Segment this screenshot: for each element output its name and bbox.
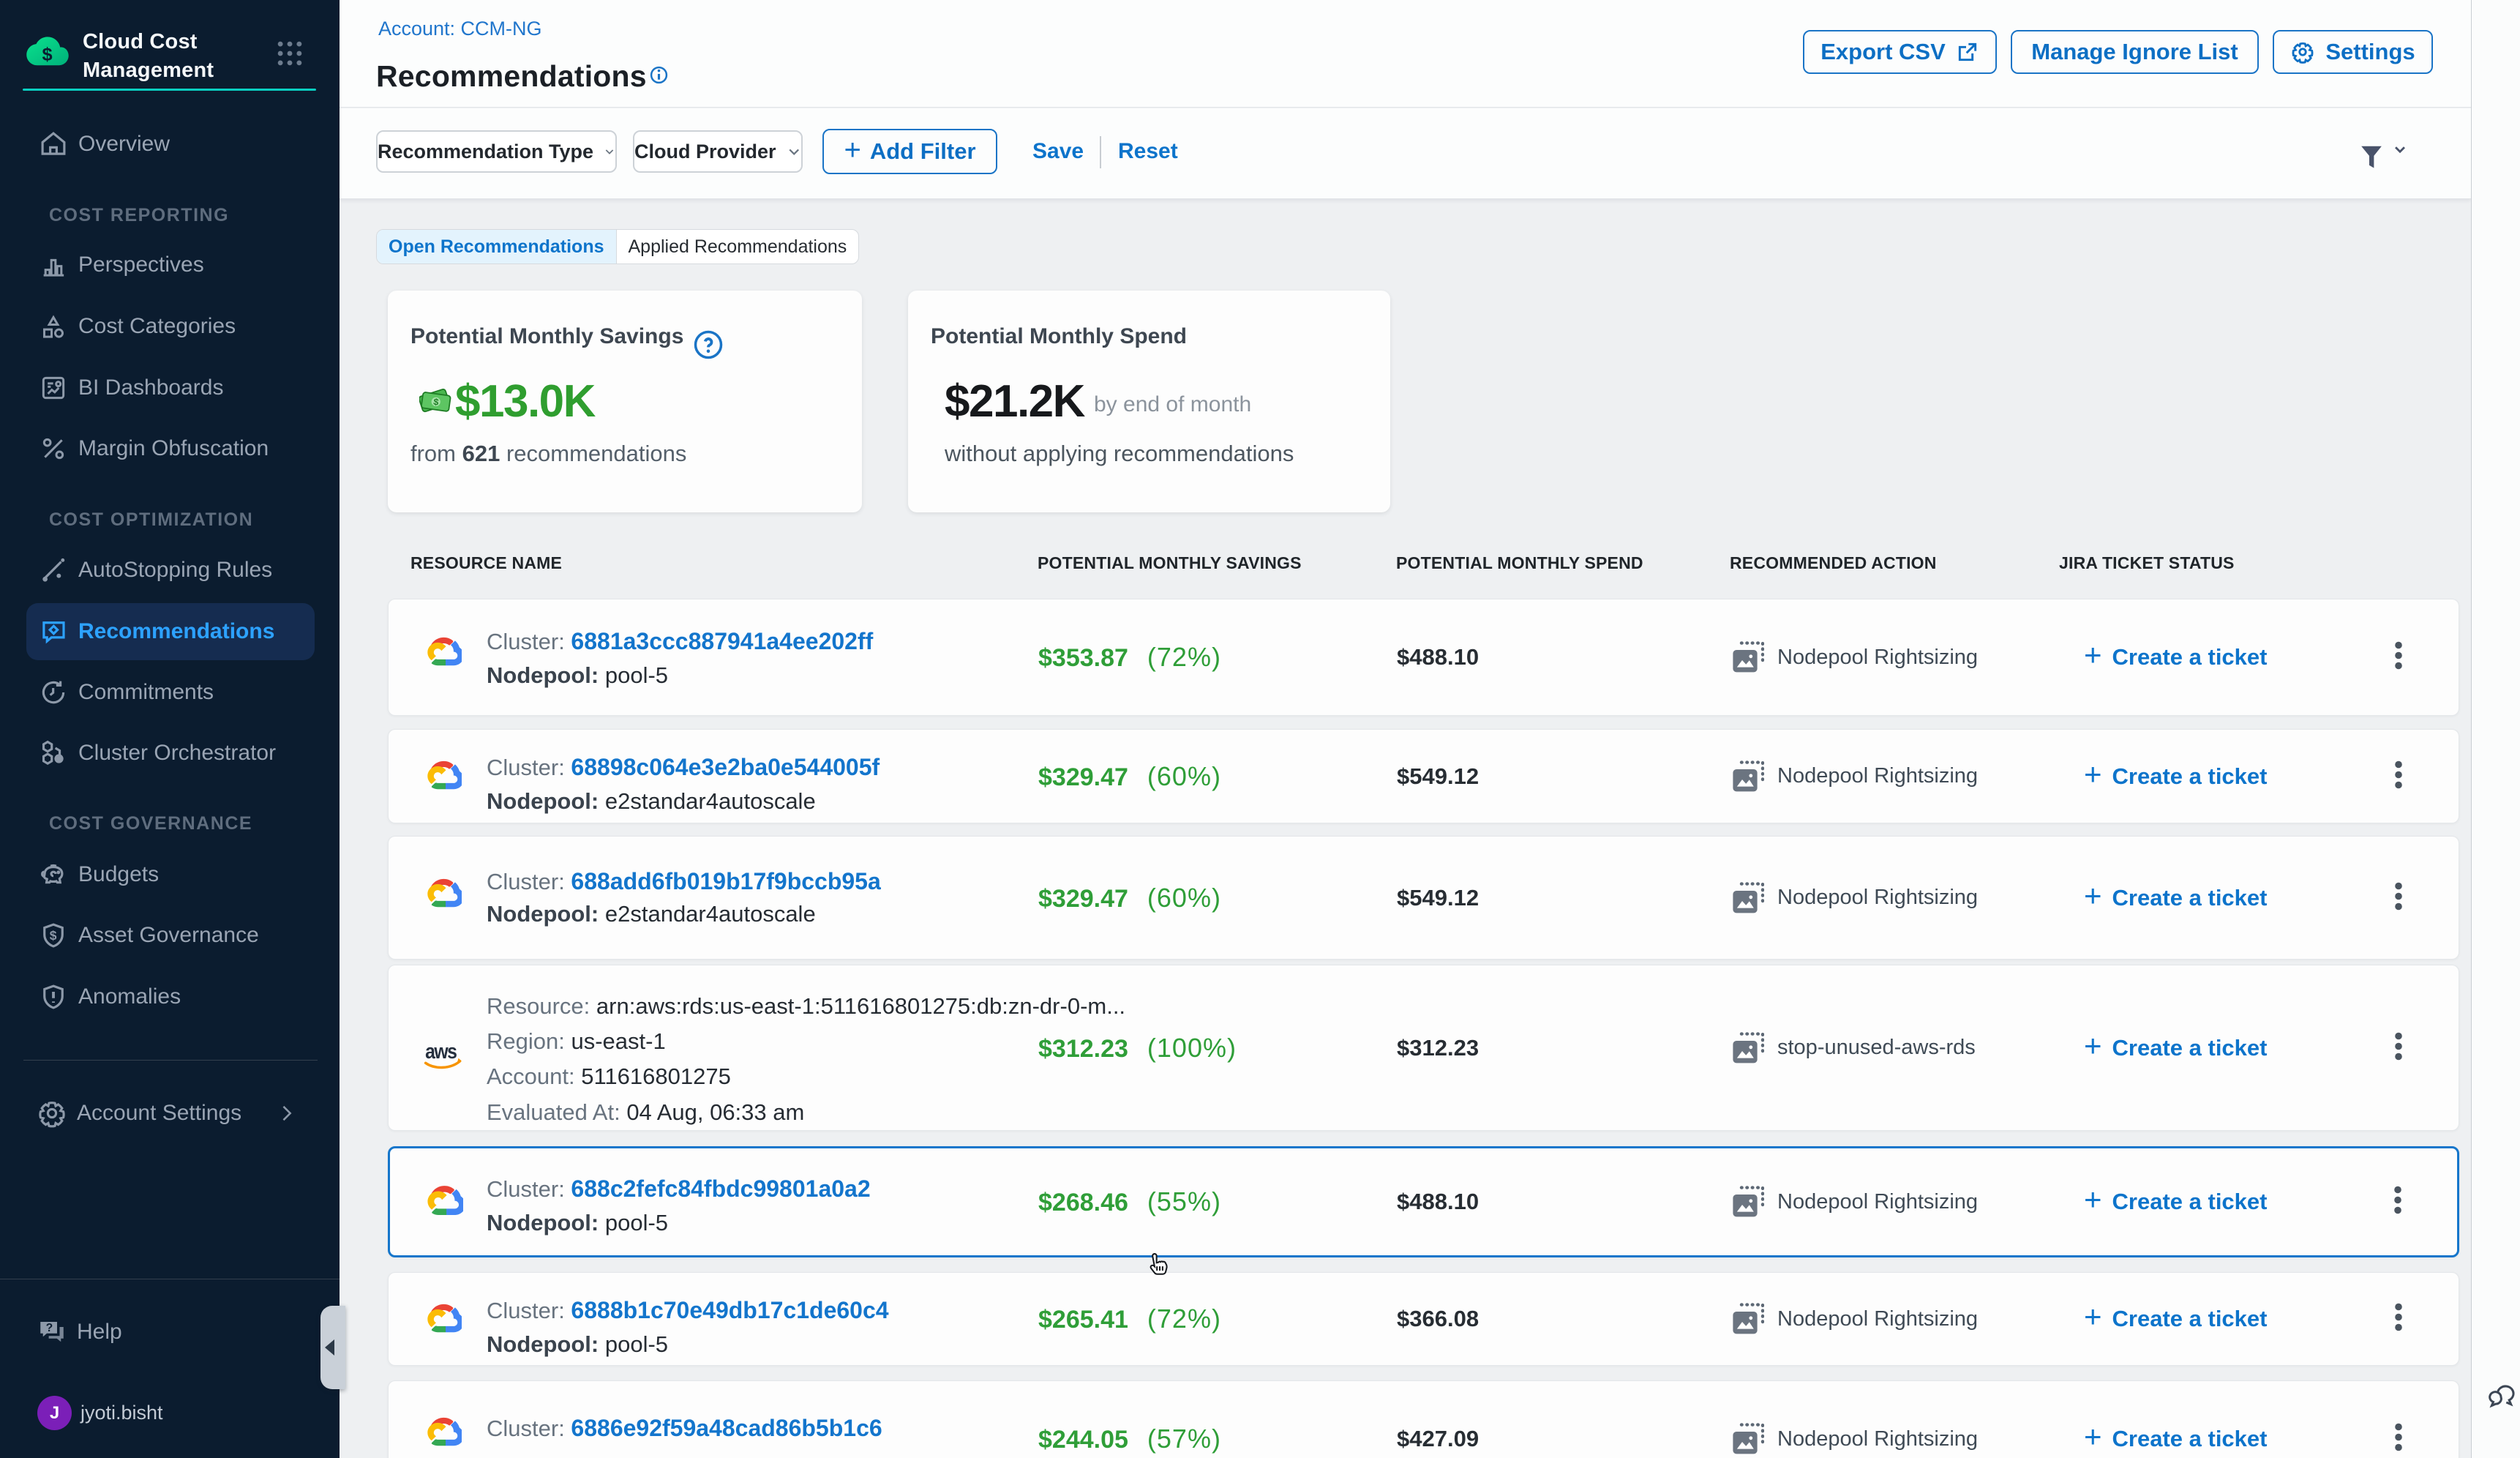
- svg-text:$: $: [50, 928, 57, 943]
- svg-text:?: ?: [46, 1322, 53, 1334]
- svg-text:$: $: [432, 397, 439, 408]
- svg-text:$: $: [42, 44, 53, 64]
- svg-text:aws: aws: [425, 1039, 457, 1063]
